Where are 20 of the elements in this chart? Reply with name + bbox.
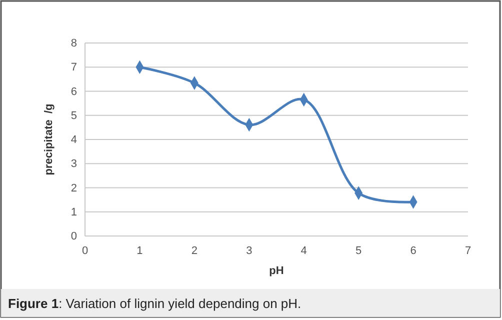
y-tick-label: 6 (70, 86, 77, 98)
caption: Figure 1: Variation of lignin yield depending on pH. (8, 296, 302, 311)
y-tick-label: 3 (70, 158, 77, 170)
x-tick-label: 7 (464, 244, 472, 257)
x-tick-label: 0 (82, 244, 88, 257)
y-tick-label: 8 (70, 38, 77, 50)
y-tick-label: 5 (70, 110, 77, 122)
x-tick-label: 4 (300, 244, 307, 257)
x-tick-label: 1 (136, 244, 143, 257)
x-axis-title: pH (269, 265, 284, 277)
y-tick-label: 4 (70, 134, 77, 146)
x-tick-label: 5 (356, 244, 362, 257)
y-tick-label: 1 (70, 206, 77, 218)
x-tick-label: 6 (410, 244, 416, 257)
y-tick-label: 0 (70, 230, 77, 243)
x-tick-label: 3 (246, 244, 252, 257)
y-axis-title: precipitate /g (43, 104, 55, 176)
y-tick-label: 7 (70, 62, 77, 74)
y-tick-label: 2 (70, 182, 77, 194)
x-tick-label: 2 (191, 244, 198, 257)
